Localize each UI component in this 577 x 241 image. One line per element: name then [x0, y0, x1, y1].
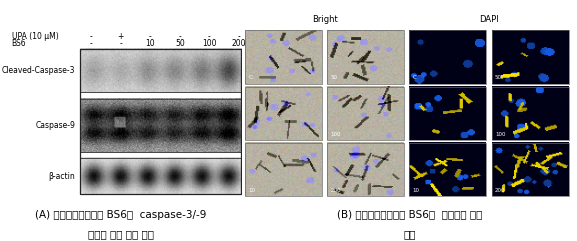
Text: 10: 10	[248, 188, 255, 193]
Text: 확인: 확인	[403, 229, 416, 239]
Text: 50: 50	[331, 75, 338, 80]
Bar	[410, 30, 486, 84]
Bar	[410, 87, 486, 140]
Text: (μg/ml): (μg/ml)	[243, 40, 269, 47]
Text: (A) 자궁근종세포에서 BS6의  caspase-3/-9: (A) 자궁근종세포에서 BS6의 caspase-3/-9	[35, 210, 207, 220]
Text: β-actin: β-actin	[48, 172, 75, 181]
Text: -: -	[178, 32, 181, 41]
Text: -: -	[119, 39, 122, 48]
Bar	[492, 143, 568, 196]
Text: 100: 100	[331, 132, 341, 137]
Text: Caspase-9: Caspase-9	[35, 121, 75, 130]
Text: 100: 100	[202, 39, 216, 48]
Text: UPA (10 μM): UPA (10 μM)	[12, 32, 58, 41]
Text: BS6: BS6	[12, 39, 26, 48]
Text: 50: 50	[495, 75, 502, 80]
Text: -: -	[238, 32, 240, 41]
Bar	[80, 158, 241, 194]
Text: DAPI: DAPI	[479, 15, 499, 24]
Bar	[410, 143, 486, 196]
Bar	[245, 87, 322, 140]
Bar	[327, 87, 404, 140]
Text: 200: 200	[231, 39, 246, 48]
Text: 단백질 발현 증가 확인: 단백질 발현 증가 확인	[88, 229, 154, 239]
Text: -: -	[149, 32, 152, 41]
Bar	[492, 87, 568, 140]
Bar	[327, 30, 404, 84]
Text: (B) 자궁근종세포에서 BS6의  세포형태 변화: (B) 자궁근종세포에서 BS6의 세포형태 변화	[337, 210, 482, 220]
Text: 100: 100	[495, 132, 505, 137]
Bar	[245, 143, 322, 196]
Bar	[80, 49, 241, 194]
Bar	[492, 30, 568, 84]
Text: 200: 200	[331, 188, 341, 193]
Text: Cleaved-Caspase-3: Cleaved-Caspase-3	[2, 66, 75, 75]
Bar	[80, 49, 241, 92]
Text: -: -	[208, 32, 211, 41]
Text: C: C	[248, 75, 252, 80]
Text: 200: 200	[495, 188, 505, 193]
Bar	[80, 99, 241, 152]
Text: Bright: Bright	[312, 15, 338, 24]
Text: C: C	[413, 75, 417, 80]
Text: 10: 10	[413, 188, 419, 193]
Bar	[245, 30, 322, 84]
Text: -: -	[90, 39, 92, 48]
Text: 50: 50	[175, 39, 185, 48]
Text: +: +	[118, 32, 124, 41]
Bar	[327, 143, 404, 196]
Text: -: -	[90, 32, 92, 41]
Text: 10: 10	[145, 39, 155, 48]
